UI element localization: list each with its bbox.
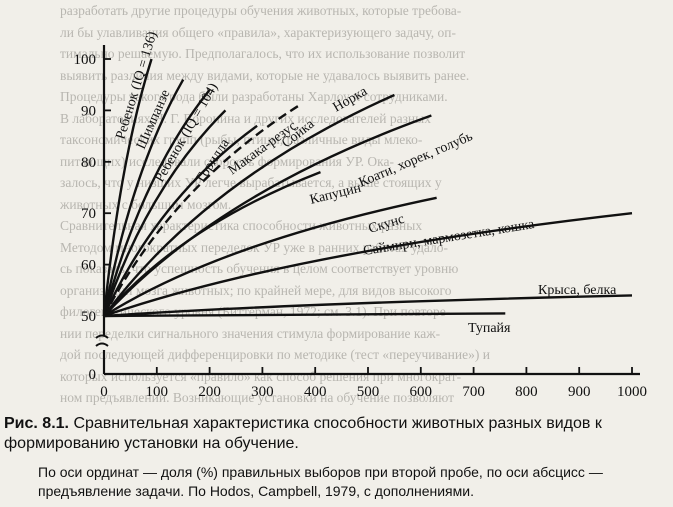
series-line [103,312,506,318]
y-zero-label: 0 [89,367,97,383]
series-line [102,78,185,317]
x-tick-label: 100 [146,384,169,400]
series-line [103,212,633,318]
figure-number: Рис. 8.1. [4,415,69,432]
series-label: Скунс [367,212,406,237]
series-line [103,93,395,317]
figure-note: По оси ординат — доля (%) правильных выб… [38,464,603,499]
x-tick-label: 600 [410,384,433,400]
x-tick-label: 900 [568,384,591,400]
series-label: Сойка [279,116,318,151]
y-tick-label: 60 [81,258,96,274]
x-tick-label: 0 [100,384,108,400]
x-tick-label: 500 [357,384,380,400]
x-tick-label: 400 [304,384,327,400]
series-line [103,170,321,317]
series-line [103,196,437,318]
x-tick-label: 200 [198,384,221,400]
x-tick-label: 800 [515,384,538,400]
series-line [102,124,258,317]
series-label: Тупайя [468,321,511,336]
series-lines [102,58,633,318]
series-line [102,109,227,317]
series-label: Крыса, белка [538,283,617,298]
series-line [103,294,633,318]
figure-caption: Рис. 8.1. Сравнительная характеристика с… [4,414,670,454]
series-line [102,58,153,317]
series-line [102,89,211,317]
axis-break-mark [95,334,109,347]
y-tick-label: 90 [81,103,96,119]
x-tick-label: 700 [462,384,485,400]
series-label: Капуцин [308,181,363,208]
y-tick-label: 50 [81,309,96,325]
y-tick-label: 80 [81,155,96,171]
series-line [102,104,301,317]
y-tick-label: 100 [74,52,97,68]
series-label: Норка [331,84,371,116]
x-tick-label: 300 [251,384,274,400]
figure-caption-text: Сравнительная характеристика способности… [4,415,602,452]
x-tick-label: 1000 [617,384,647,400]
y-tick-label: 70 [81,206,96,222]
